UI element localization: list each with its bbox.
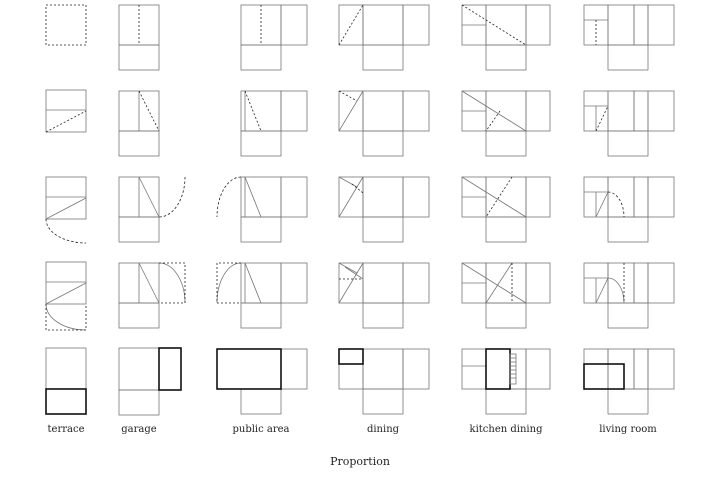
terrace-step-1: [45, 4, 87, 46]
public-area-step-2: [240, 90, 308, 157]
public-area-step-5: [216, 348, 308, 415]
column-label-dining: dining: [366, 424, 400, 435]
public-area-step-3: [216, 176, 308, 243]
kitchen-dining-step-2: [461, 90, 551, 157]
kitchen-dining-step-3: [461, 176, 551, 243]
garage-step-5: [118, 347, 182, 416]
kitchen-dining-step-4: [461, 262, 551, 329]
dining-step-5: [338, 348, 430, 415]
garage-step-2: [118, 90, 160, 157]
public-area-step-4: [216, 262, 308, 329]
column-label-living-room: living room: [599, 424, 657, 435]
living-room-step-4: [583, 262, 675, 329]
terrace-step-5: [45, 347, 87, 415]
dining-step-2: [338, 90, 430, 157]
terrace-step-4: [45, 261, 87, 331]
dining-step-4: [338, 262, 430, 329]
kitchen-dining-step-5: [461, 348, 551, 415]
kitchen-dining-step-1: [461, 4, 551, 71]
living-room-step-1: [583, 4, 675, 71]
terrace-step-2: [45, 89, 87, 133]
garage-step-3: [118, 176, 186, 243]
column-label-kitchen-dining: kitchen dining: [469, 424, 543, 435]
living-room-step-3: [583, 176, 675, 243]
living-room-step-5: [583, 348, 675, 415]
living-room-step-2: [583, 90, 675, 157]
dining-step-3: [338, 176, 430, 243]
dining-step-1: [338, 4, 430, 71]
terrace-step-3: [45, 176, 87, 244]
column-label-garage: garage: [121, 424, 157, 435]
figure-caption: Proportion: [330, 455, 390, 468]
public-area-step-1: [240, 4, 308, 71]
garage-step-4: [118, 262, 186, 329]
column-label-terrace: terrace: [47, 424, 85, 435]
column-label-public-area: public area: [232, 424, 290, 435]
garage-step-1: [118, 4, 160, 71]
